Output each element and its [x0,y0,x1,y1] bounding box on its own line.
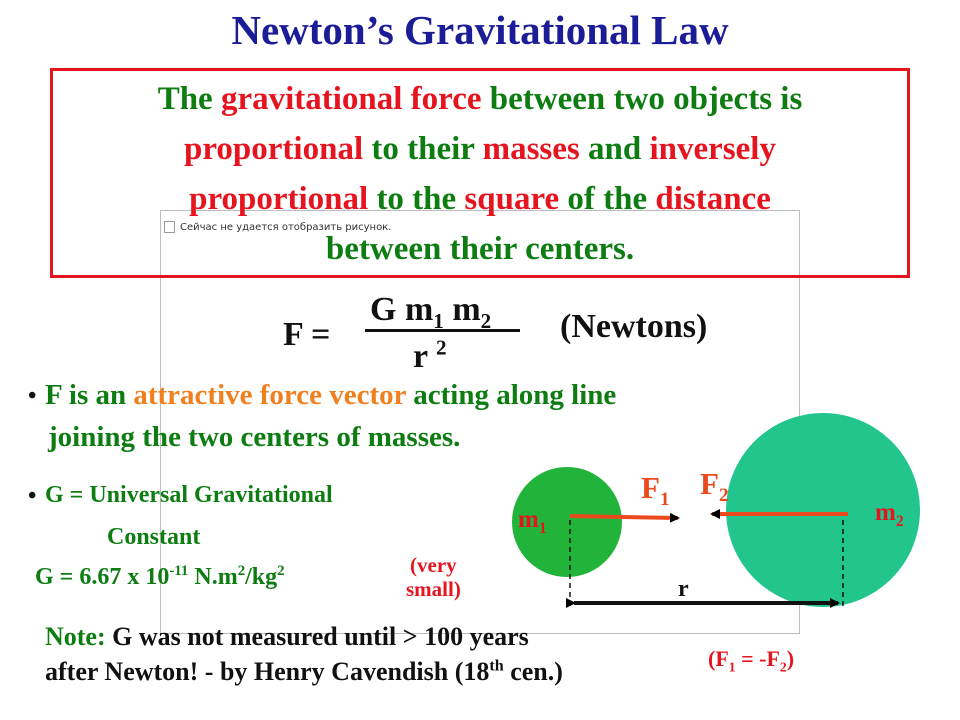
title: Newton’s Gravitational Law [231,7,729,53]
g-value: G = 6.67 x 10-11 N.m2/kg2 [35,563,285,590]
bullet-text: F is an attractive force vector acting a… [45,381,616,410]
text: inversely [649,131,776,167]
bullet-text: G = Universal Gravitational [45,483,333,507]
subscript: 2 [895,513,904,530]
annotation: (very [410,553,457,577]
text: F [641,470,660,505]
formula-denominator: r 2 [413,337,447,375]
text: proportional [189,181,369,217]
subscript: 1 [538,520,547,537]
distance-label: r [678,576,689,602]
text: m [443,291,481,328]
formula-unit: (Newtons) [560,308,708,345]
text: = -F [735,646,780,671]
subscript: 2 [779,659,787,675]
force-label: F2 [700,466,729,505]
text: between their centers. [325,231,635,267]
text: F [700,466,719,501]
text: G = 6.67 x 10 [35,564,170,590]
definition-box: The gravitational force between two obje… [50,68,910,278]
subscript: 1 [433,308,444,333]
text: /kg [245,564,278,590]
formula-lhs: F = [283,316,331,353]
text: square [464,181,560,217]
formula-numerator: G m1 m2 [370,291,491,332]
annotation: small) [406,577,461,601]
text: of the [559,181,656,217]
text: m [518,506,539,533]
text: acting along line [406,379,617,411]
bullet-text: joining the two centers of masses. [48,421,461,453]
subscript: 1 [659,489,670,511]
text: m [875,499,896,526]
mass-2 [726,413,920,607]
text: cen.) [503,657,563,686]
text: after Newton! - by Henry Cavendish (18 [45,657,490,686]
note: Note: G was not measured until > 100 yea… [45,624,529,650]
superscript: 2 [237,563,246,579]
bullet: • [28,483,37,509]
text: attractive force vector [133,379,406,411]
text: Note: [45,622,106,651]
text: Universal Gravitational [89,482,333,508]
text: between two objects is [481,81,803,117]
text: G m [370,291,434,328]
text: proportional [184,131,364,167]
force-arrow-1 [569,512,680,523]
bullet: • [28,383,37,409]
text: (F [708,646,729,671]
superscript: th [489,657,504,675]
text: to their [363,131,483,167]
text: distance [655,181,771,217]
superscript: 2 [435,335,447,360]
text: gravitational force [220,81,482,117]
mass-1 [512,467,622,577]
text: and [579,131,650,167]
text: r [413,338,436,375]
image-placeholder-text: Сейчас не удается отобразить рисунок. [180,222,392,233]
text: to the [368,181,465,217]
mass-label: m1 [518,506,547,536]
text: G = [45,482,90,508]
bullet-text: Constant [107,524,201,550]
text: F is an [45,379,134,411]
mass-label: m2 [875,499,904,529]
subscript: 1 [728,659,736,675]
text: G was not measured until > 100 years [105,622,529,651]
text: ) [786,646,795,671]
broken-image-icon [164,221,175,233]
subscript: 2 [480,308,492,333]
text: The [157,81,221,117]
superscript: -11 [169,563,189,579]
text: masses [482,131,580,167]
fraction-bar [365,329,520,332]
force-label: F1 [641,470,670,509]
subscript: 2 [718,485,729,507]
note: after Newton! - by Henry Cavendish (18th… [45,657,563,686]
force-relation: (F1 = -F2) [708,646,795,674]
superscript: 2 [277,563,285,579]
text: N.m [188,564,238,590]
